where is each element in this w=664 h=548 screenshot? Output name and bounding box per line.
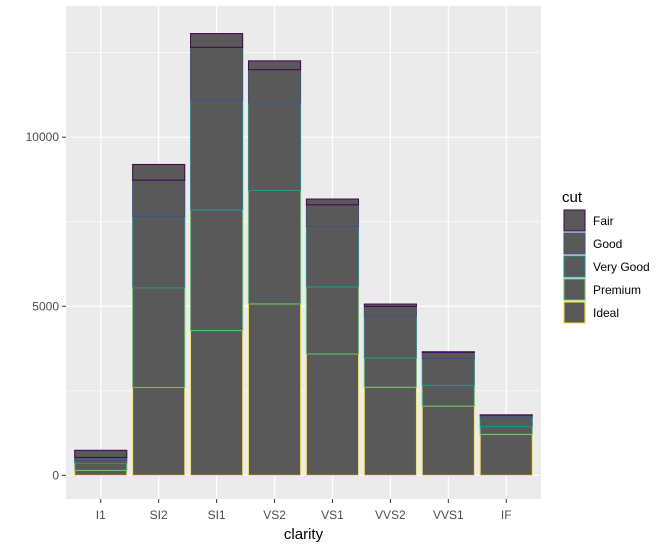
bar-segment-si1-premium	[190, 209, 244, 332]
legend-key	[563, 278, 586, 301]
bars	[74, 33, 533, 476]
legend-key	[563, 301, 586, 324]
bar-segment-vvs2-fair	[363, 303, 417, 307]
bar-segment-si2-fair	[132, 163, 186, 181]
legend-label: Fair	[593, 214, 614, 228]
bar-segment-vs2-ideal	[247, 303, 302, 476]
bar-segment-si1-very-good	[190, 99, 244, 211]
bar-segment-vs2-fair	[247, 60, 302, 71]
bar-segment-si2-ideal	[132, 386, 186, 476]
bar-segment-i1-ideal	[74, 469, 128, 476]
bar-segment-si1-good	[190, 46, 244, 101]
bar-segment-vvs2-good	[363, 305, 417, 317]
bar-segment-vs2-very-good	[247, 102, 302, 191]
bar-segment-vvs2-premium	[363, 357, 417, 388]
bar-segment-vvs1-ideal	[421, 405, 475, 476]
x-tick-label: SI2	[150, 508, 168, 522]
legend-key	[563, 209, 586, 232]
y-tick-label: 5000	[32, 299, 59, 313]
bar-segment-vvs1-premium	[421, 384, 475, 407]
bar-segment-if-ideal	[479, 433, 533, 476]
x-tick-label: VVS1	[433, 508, 464, 522]
x-tick-label: SI1	[208, 508, 226, 522]
bar-segment-si2-premium	[132, 287, 186, 388]
bar-segment-vvs1-very-good	[421, 358, 475, 386]
legend-key	[563, 255, 586, 278]
legend-label: Good	[593, 237, 622, 251]
bar-segment-si1-ideal	[190, 330, 244, 476]
x-tick-label: IF	[501, 508, 512, 522]
bar-segment-vvs1-good	[421, 351, 475, 360]
bar-segment-vvs1-fair	[421, 351, 475, 353]
x-tick-label: VS2	[263, 508, 286, 522]
y-tick-label: 10000	[26, 130, 60, 144]
bar-segment-vs2-premium	[247, 189, 302, 305]
bar-segment-si2-good	[132, 179, 186, 218]
legend-label: Premium	[593, 283, 641, 297]
x-tick-label: VS1	[321, 508, 344, 522]
bar-segment-if-very-good	[479, 417, 533, 428]
bar-segment-vs1-premium	[305, 286, 360, 355]
bar-segment-vs1-fair	[305, 198, 360, 206]
y-axis: 0 5000 10000	[26, 130, 66, 482]
bar-segment-si1-fair	[190, 33, 244, 48]
bar-segment-vs1-good	[305, 204, 360, 228]
legend-title: cut	[562, 189, 583, 206]
bar-segment-vvs2-ideal	[363, 386, 417, 476]
x-axis: I1 SI2 SI1 VS2 VS1 VVS2 VVS1 IF	[96, 499, 512, 522]
bar-segment-i1-premium	[74, 462, 128, 471]
bar-segment-i1-fair	[74, 449, 128, 458]
bar-segment-vs1-very-good	[305, 226, 360, 288]
x-tick-label: VVS2	[375, 508, 406, 522]
legend-label: Ideal	[593, 306, 619, 320]
bar-segment-if-premium	[479, 426, 533, 435]
bar-segment-si2-very-good	[132, 216, 186, 289]
x-tick-label: I1	[96, 508, 106, 522]
x-axis-title: clarity	[284, 526, 324, 543]
legend-key	[563, 232, 586, 255]
legend-label: Very Good	[593, 260, 650, 274]
bar-segment-vvs2-very-good	[363, 315, 417, 359]
y-tick-label: 0	[52, 468, 59, 482]
legend: cut Fair Good Very Good Premium Ideal	[562, 189, 650, 324]
bar-segment-vs1-ideal	[305, 353, 360, 476]
bar-segment-vs2-good	[247, 69, 302, 104]
